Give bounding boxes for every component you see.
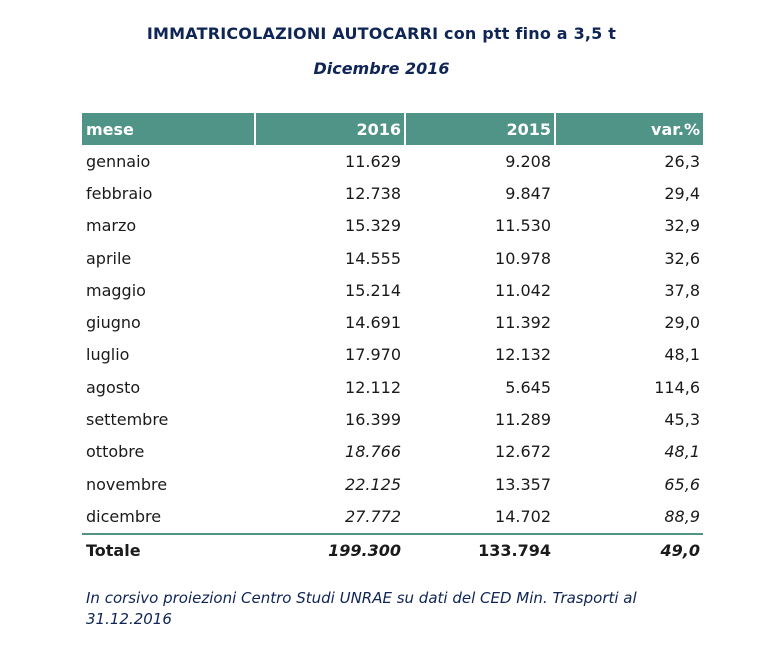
table-row: dicembre 27.772 14.702 88,9 [82,500,703,532]
cell-2015: 11.289 [495,410,551,430]
cell-2016: 14.555 [345,248,401,268]
cell-mese: agosto [86,377,141,397]
total-row: Totale 199.300 133.794 49,0 [82,532,703,567]
column-header-2015: 2015 [404,113,554,145]
table-row: febbraio 12.738 9.847 29,4 [82,177,703,209]
total-2015: 133.794 [404,532,554,567]
cell-2016: 15.329 [345,216,401,236]
table-row: aprile 14.555 10.978 32,6 [82,242,703,274]
table-row: ottobre 18.766 12.672 48,1 [82,436,703,468]
cell-2016: 11.629 [345,151,401,171]
cell-var: 32,9 [664,216,700,236]
cell-mese: settembre [86,410,169,430]
cell-2016: 14.691 [345,313,401,333]
column-header-2016: 2016 [254,113,404,145]
cell-2016: 17.970 [345,345,401,365]
cell-2015: 13.357 [495,474,551,494]
page-subtitle: Dicembre 2016 [313,59,450,78]
cell-mese: gennaio [86,151,151,171]
cell-2016: 12.738 [345,183,401,203]
cell-mese: luglio [86,345,130,365]
cell-var: 48,1 [664,345,700,365]
cell-mese: dicembre [86,506,162,526]
cell-var: 45,3 [664,410,700,430]
table-row: settembre 16.399 11.289 45,3 [82,403,703,435]
cell-mese: novembre [86,474,168,494]
cell-2016: 16.399 [345,410,401,430]
cell-mese: maggio [86,280,146,300]
cell-2015: 9.208 [505,151,551,171]
cell-2015: 11.392 [495,313,551,333]
column-header-mese: mese [82,113,254,145]
cell-var: 114,6 [654,377,700,397]
column-header-var: var.% [554,113,703,145]
table-row: luglio 17.970 12.132 48,1 [82,339,703,371]
table-header-row: mese 2016 2015 var.% [82,113,703,145]
cell-mese: febbraio [86,183,153,203]
table-row: maggio 15.214 11.042 37,8 [82,274,703,306]
cell-2015: 10.978 [495,248,551,268]
cell-2016: 18.766 [345,442,401,462]
cell-mese: aprile [86,248,132,268]
cell-var: 29,4 [664,183,700,203]
cell-var: 65,6 [664,474,700,494]
cell-2016: 15.214 [345,280,401,300]
table-row: agosto 12.112 5.645 114,6 [82,371,703,403]
cell-var: 29,0 [664,313,700,333]
total-2016: 199.300 [254,532,404,567]
table-row: novembre 22.125 13.357 65,6 [82,468,703,500]
table-row: marzo 15.329 11.530 32,9 [82,210,703,242]
cell-mese: marzo [86,216,137,236]
cell-2015: 9.847 [505,183,551,203]
cell-mese: giugno [86,313,141,333]
cell-2016: 12.112 [345,377,401,397]
cell-mese: ottobre [86,442,145,462]
table-body: gennaio 11.629 9.208 26,3 febbraio 12.738 9.84… [82,145,703,533]
cell-2016: 22.125 [345,474,401,494]
cell-var: 48,1 [664,442,700,462]
cell-2015: 14.702 [495,506,551,526]
cell-var: 88,9 [664,506,700,526]
total-var: 49,0 [554,532,703,567]
cell-2015: 12.132 [495,345,551,365]
cell-var: 37,8 [664,280,700,300]
page-title: IMMATRICOLAZIONI AUTOCARRI con ptt fino … [146,24,617,43]
cell-2015: 11.530 [495,216,551,236]
cell-2015: 12.672 [495,442,551,462]
cell-2016: 27.772 [345,506,401,526]
total-label: Totale [82,532,254,567]
footnote: In corsivo proiezioni Centro Studi UNRAE… [86,589,637,628]
table-row: giugno 14.691 11.392 29,0 [82,306,703,338]
cell-var: 26,3 [664,151,700,171]
table-row: gennaio 11.629 9.208 26,3 [82,145,703,177]
cell-var: 32,6 [664,248,700,268]
cell-2015: 11.042 [495,280,551,300]
registrations-table: mese 2016 2015 var.% gennaio 11.629 9.208 2… [82,113,703,567]
cell-2015: 5.645 [505,377,551,397]
